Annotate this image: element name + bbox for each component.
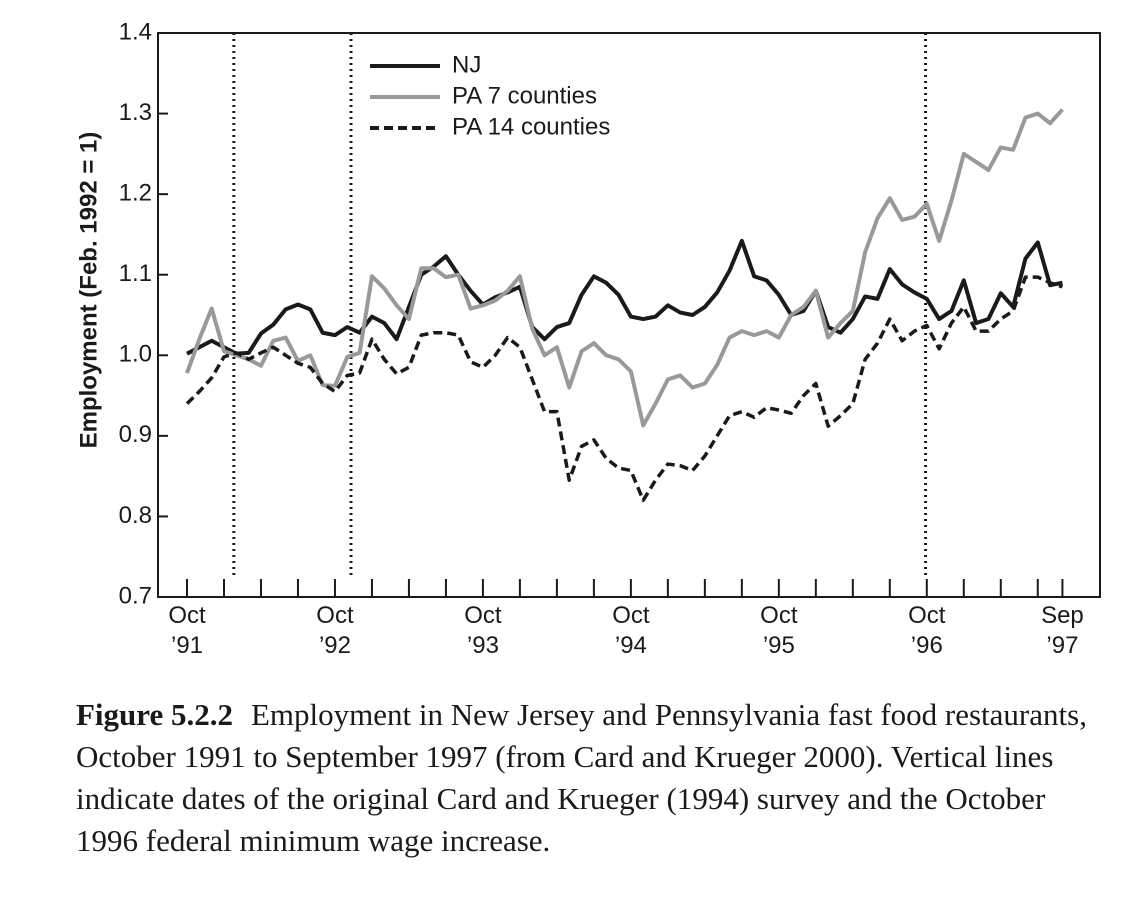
x-tick-label: Oct ’92 (316, 602, 354, 659)
caption-text: Employment in New Jersey and Pennsylvani… (76, 697, 1087, 858)
x-tick-label: Oct ’93 (464, 602, 502, 659)
series-line (185, 275, 1063, 503)
y-tick-label: 1.4 (119, 18, 152, 45)
caption: Figure 5.2.2 Employment in New Jersey and… (76, 694, 1106, 862)
y-axis-label: Employment (Feb. 1992 = 1) (75, 132, 102, 449)
x-tick-label: Oct ’95 (760, 602, 798, 659)
chart: Employment (Feb. 1992 = 1) 0.7 0.8 0.9 1.0 1… (75, 18, 1101, 609)
x-tick-label: Oct ’91 (168, 602, 206, 659)
x-tick-label: Oct ’96 (908, 602, 946, 659)
legend-label: PA 14 counties (452, 113, 610, 140)
series-line (186, 238, 1063, 356)
legend-label: PA 7 counties (452, 82, 597, 109)
series-line (185, 108, 1064, 428)
y-tick-label: 0.9 (119, 421, 152, 448)
legend-label: NJ (452, 51, 481, 78)
y-tick-label: 0.8 (119, 502, 152, 529)
plot-frame (157, 32, 1101, 598)
caption-label: Figure 5.2.2 (76, 697, 233, 732)
y-tick-label: 0.7 (119, 582, 152, 609)
y-tick-label: 1.3 (119, 99, 152, 126)
x-tick-label: Sep ’97 (1041, 602, 1084, 659)
y-tick-label: 1.1 (119, 260, 152, 287)
x-tick-label: Oct ’94 (612, 602, 650, 659)
y-tick-label: 1.0 (119, 341, 152, 368)
y-tick-label: 1.2 (119, 179, 152, 206)
